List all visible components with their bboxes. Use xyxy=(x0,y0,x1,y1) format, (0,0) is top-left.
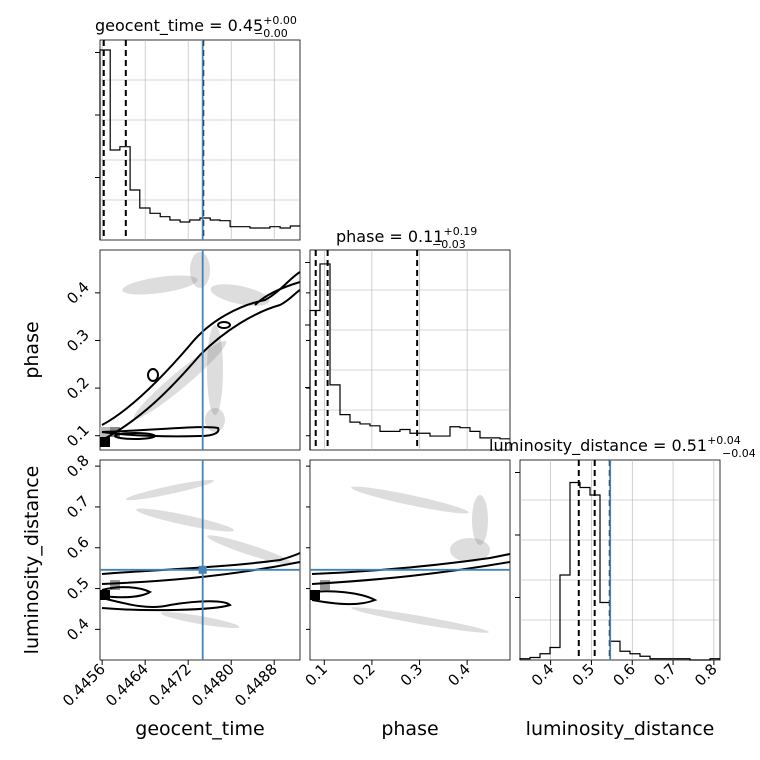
y-tick-label: 0.2 xyxy=(63,373,93,403)
credible-contours xyxy=(101,552,301,612)
x-tick-label: 0.1 xyxy=(302,660,332,690)
x-tick-label: 0.4472 xyxy=(145,660,195,710)
panel-frame xyxy=(99,459,301,661)
sample-density-cloud xyxy=(125,479,293,628)
title-plus: +0.00 xyxy=(263,14,297,27)
x-tick-label: 0.5 xyxy=(569,660,599,690)
x-tick-label: 0.4488 xyxy=(231,660,281,710)
x-tick-label: 0.7 xyxy=(650,660,680,690)
panel-phase-hist xyxy=(305,249,511,451)
title-main: geocent_time = 0.45 xyxy=(95,16,263,36)
title-minus: −0.04 xyxy=(722,447,756,460)
panel-geocent_time-vs-luminosity_distance xyxy=(99,459,301,661)
y-tick-label: 0.7 xyxy=(63,492,93,522)
svg-text:luminosity_distance = 0.51+0.0: luminosity_distance = 0.51+0.04 −0.04 xyxy=(489,434,756,460)
x-tick-label: 0.8 xyxy=(691,660,721,690)
panel-phase-vs-luminosity_distance xyxy=(309,459,511,661)
y-tick-label: 0.3 xyxy=(63,326,93,356)
y-tick-label: 0.5 xyxy=(63,574,93,604)
x-axis-label-luminosity_distance: luminosity_distance xyxy=(526,718,715,740)
x-tick-label: 0.2 xyxy=(349,660,379,690)
x-tick-label: 0.4 xyxy=(528,660,558,690)
title-main: luminosity_distance = 0.51 xyxy=(489,436,707,456)
credible-contours xyxy=(311,553,511,606)
x-tick-label: 0.4464 xyxy=(102,660,152,710)
panel-title-geocent_time: geocent_time = 0.45+0.00 −0.00 xyxy=(95,14,297,40)
y-tick-label: 0.4 xyxy=(63,278,93,308)
truth-and-quantile-lines xyxy=(100,250,510,660)
density-peak-pixels xyxy=(310,580,330,600)
panel-frame xyxy=(99,249,301,451)
histogram-luminosity_distance xyxy=(515,460,720,661)
x-axis-label-phase: phase xyxy=(381,718,438,740)
y-axis-label-phase: phase xyxy=(21,321,43,378)
histogram-phase xyxy=(305,250,510,450)
panel-geocent_time-vs-phase xyxy=(99,249,301,451)
svg-text:geocent_time = 0.45+0.00−0.00: geocent_time = 0.45+0.00 −0.00 xyxy=(95,14,297,40)
panel-title-luminosity_distance: luminosity_distance = 0.51+0.04 −0.04 xyxy=(489,434,756,460)
y-tick-label: 0.4 xyxy=(63,615,93,645)
truth-marker xyxy=(198,565,207,574)
density-peak-pixels xyxy=(100,580,120,600)
title-main: phase = 0.11 xyxy=(336,227,443,246)
histogram-geocent_time xyxy=(95,40,300,240)
x-tick-label: 0.3 xyxy=(397,660,427,690)
x-tick-label: 0.4456 xyxy=(59,660,109,710)
x-tick-label: 0.6 xyxy=(609,660,639,690)
panel-frame xyxy=(519,459,721,661)
sample-density-cloud xyxy=(351,486,490,633)
credible-contours xyxy=(101,271,301,441)
y-tick-label: 0.8 xyxy=(63,451,93,481)
histogram-step-line xyxy=(309,263,510,450)
x-axis-label-geocent_time: geocent_time xyxy=(135,718,264,740)
panel-luminosity_distance-hist xyxy=(515,459,721,661)
histogram-step-line xyxy=(99,49,300,240)
x-tick-label: 0.4480 xyxy=(188,660,238,710)
panel-frame xyxy=(99,39,301,241)
y-tick-label: 0.1 xyxy=(63,421,93,451)
y-axis-label-luminosity_distance: luminosity_distance xyxy=(21,466,43,655)
title-plus: +0.04 xyxy=(707,434,741,447)
svg-text:phase = 0.11+0.19−0.03: phase = 0.11+0.19 −0.03 xyxy=(336,225,477,251)
title-minus: −0.03 xyxy=(432,238,466,251)
panel-geocent_time-hist xyxy=(95,39,301,241)
y-tick-label: 0.6 xyxy=(63,533,93,563)
title-plus: +0.19 xyxy=(443,225,477,238)
panel-frame xyxy=(309,249,511,451)
panel-title-phase: phase = 0.11+0.19 −0.03 xyxy=(336,225,477,251)
x-tick-label: 0.4 xyxy=(444,660,474,690)
title-minus: −0.00 xyxy=(254,27,288,40)
